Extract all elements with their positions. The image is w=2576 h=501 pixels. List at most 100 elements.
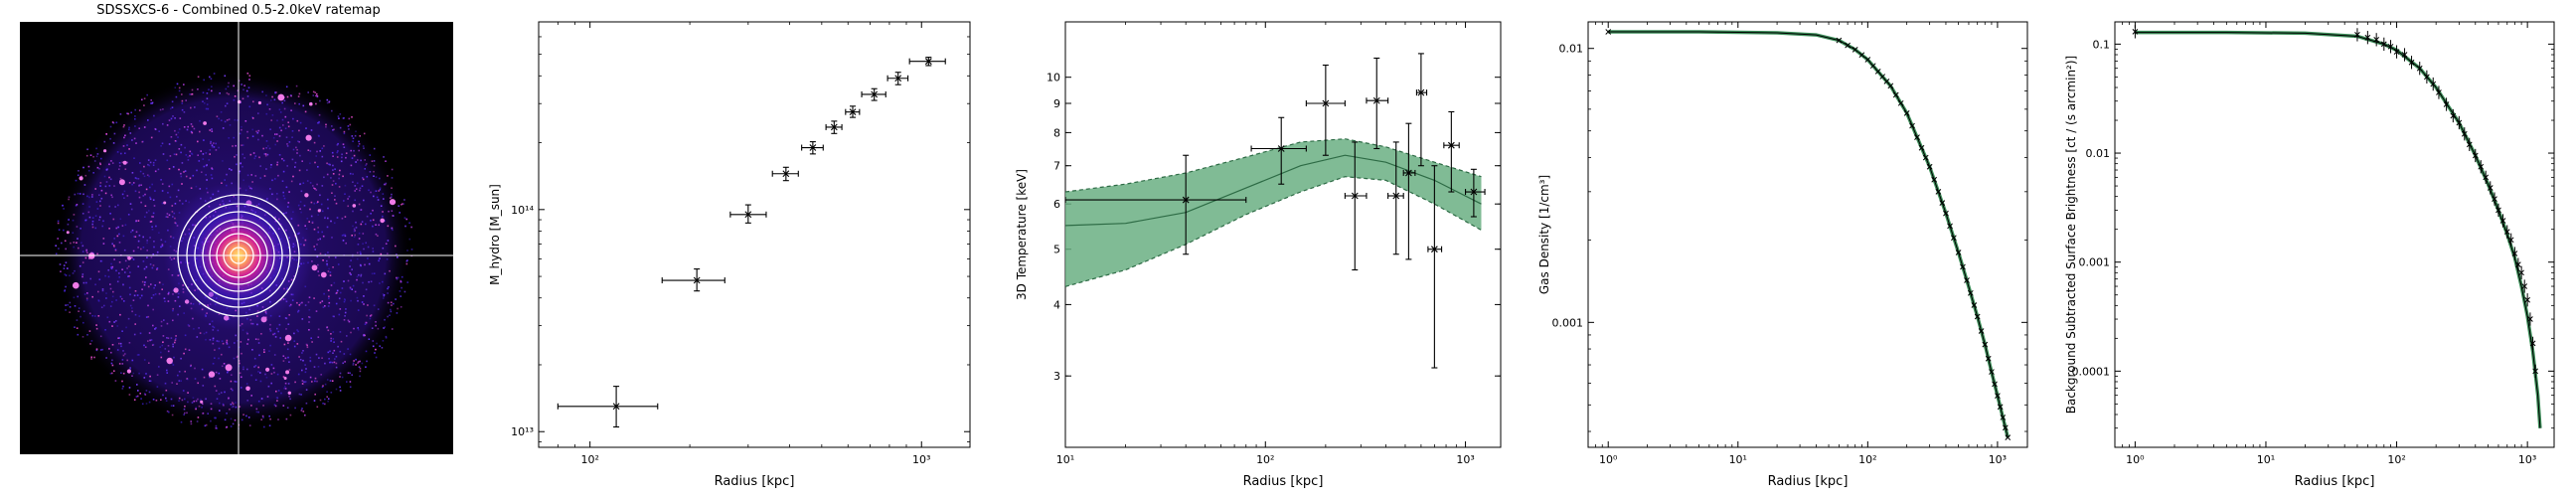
density-points xyxy=(1605,29,2012,441)
x-marker xyxy=(1845,42,1851,49)
y-tick-label: 0.01 xyxy=(2086,147,2111,160)
plot-frame xyxy=(538,21,971,448)
x-marker xyxy=(1926,163,1933,170)
x-marker xyxy=(1992,381,1998,388)
x-tick-label: 10⁰ xyxy=(2126,453,2145,466)
data-point-23 xyxy=(1943,210,1949,217)
data-point-11 xyxy=(1887,83,1894,89)
data-point-20 xyxy=(1931,176,1938,183)
surface-brightness-chart: 10⁰ 10¹ 10² 10³ 0.1 0.01 0.001 0.0001 Radius [kp… xyxy=(2064,21,2555,489)
data-point-12 xyxy=(2430,77,2437,91)
data-point-17 xyxy=(1918,144,1925,151)
x-marker xyxy=(1864,57,1871,63)
data-point-34 xyxy=(1985,355,1992,362)
data-point-35 xyxy=(1989,369,1995,375)
data-point-14 xyxy=(2443,97,2450,111)
y-axis-label: Background Subtracted Surface Brightness… xyxy=(2064,56,2078,414)
x-marker xyxy=(1605,29,1612,35)
x-marker xyxy=(1997,404,2004,411)
density-profile-chart: 10⁰ 10¹ 10² 10³ 0.01 0.001 Radius [kpc] Gas Den… xyxy=(1537,21,2028,489)
y-tick-label: 9 xyxy=(1053,97,1060,110)
y-tick-label: 3 xyxy=(1053,370,1060,383)
data-point-14 xyxy=(1903,110,1910,116)
data-point-6 xyxy=(825,120,843,134)
data-point-12 xyxy=(1892,91,1899,98)
model-line xyxy=(1608,31,2009,438)
x-marker xyxy=(1978,328,1985,334)
data-point-7 xyxy=(845,105,861,118)
x-marker xyxy=(1935,189,1942,195)
data-point-25 xyxy=(2499,214,2506,228)
y-tick-label: 0.001 xyxy=(2079,256,2111,269)
data-point-9 xyxy=(1879,74,1886,80)
x-marker xyxy=(1417,88,1425,96)
data-point-7 xyxy=(2393,45,2400,59)
data-point-2 xyxy=(1250,116,1307,185)
data-point-10 xyxy=(1443,110,1460,193)
y-tick-label: 8 xyxy=(1053,126,1060,139)
data-point-24 xyxy=(2496,203,2501,218)
x-marker xyxy=(1943,210,1949,217)
data-point-9 xyxy=(2408,56,2415,70)
data-point-8 xyxy=(2401,48,2408,62)
x-marker xyxy=(830,123,838,131)
data-point-6 xyxy=(2387,40,2394,54)
data-point-8 xyxy=(1415,53,1428,167)
x-marker xyxy=(1887,83,1894,89)
ratemap-image xyxy=(20,22,453,454)
x-marker xyxy=(744,211,752,219)
x-axis-label: Radius [kpc] xyxy=(2295,474,2375,489)
x-marker xyxy=(2002,424,2009,431)
data-point-10 xyxy=(2416,62,2423,76)
data-point-8 xyxy=(861,87,886,101)
x-marker xyxy=(1960,263,1966,270)
y-tick-label: 7 xyxy=(1053,160,1060,173)
x-marker xyxy=(1939,200,1946,206)
x-marker xyxy=(1897,99,1904,106)
x-marker xyxy=(1995,393,2001,399)
data-point-13 xyxy=(1897,99,1904,106)
x-marker xyxy=(1914,134,1920,140)
data-point-33 xyxy=(2527,312,2533,326)
x-tick-label: 10³ xyxy=(2518,453,2536,466)
data-point-28 xyxy=(2511,247,2518,260)
x-marker xyxy=(1931,176,1938,183)
data-point-6 xyxy=(1387,141,1404,255)
data-point-3 xyxy=(729,204,767,224)
data-point-35 xyxy=(2532,364,2538,379)
y-tick-label: 0.001 xyxy=(1552,316,1584,329)
x-marker xyxy=(1964,277,1970,283)
x-tick-label: 10¹ xyxy=(1729,453,1747,466)
data-point-25 xyxy=(1951,235,1957,242)
y-tick-label: 0.01 xyxy=(1559,43,1584,56)
minor-ticks xyxy=(2114,22,2554,447)
data-point-38 xyxy=(1997,404,2004,411)
data-point-16 xyxy=(1914,134,1920,140)
data-point-41 xyxy=(2005,434,2012,441)
x-marker xyxy=(1392,192,1400,200)
x-marker xyxy=(1922,154,1929,161)
x-marker xyxy=(1858,52,1865,59)
x-marker xyxy=(1989,369,1995,375)
data-point-16 xyxy=(2456,115,2463,130)
plot-frame xyxy=(2114,21,2555,448)
model-band xyxy=(2135,30,2542,428)
x-marker xyxy=(782,170,790,178)
x-tick-label: 10³ xyxy=(912,453,930,466)
x-marker xyxy=(1852,47,1858,53)
x-marker xyxy=(1879,74,1886,80)
data-point-32 xyxy=(2524,293,2530,307)
x-marker xyxy=(1470,188,1478,196)
y-tick-label: 5 xyxy=(1053,244,1060,256)
x-marker xyxy=(1351,192,1359,200)
ratemap-title: SDSSXCS-6 - Combined 0.5-2.0keV ratemap xyxy=(96,3,381,18)
x-marker xyxy=(1836,37,1843,44)
data-point-30 xyxy=(1971,302,1978,308)
data-point-37 xyxy=(1995,393,2001,399)
data-point-7 xyxy=(1869,63,1876,70)
data-point-4 xyxy=(2373,33,2380,47)
y-axis-label: M_hydro [M_sun] xyxy=(488,184,502,285)
temperature-points xyxy=(1064,53,1486,369)
x-tick-label: 10² xyxy=(1256,453,1274,466)
data-point-27 xyxy=(2507,233,2514,247)
